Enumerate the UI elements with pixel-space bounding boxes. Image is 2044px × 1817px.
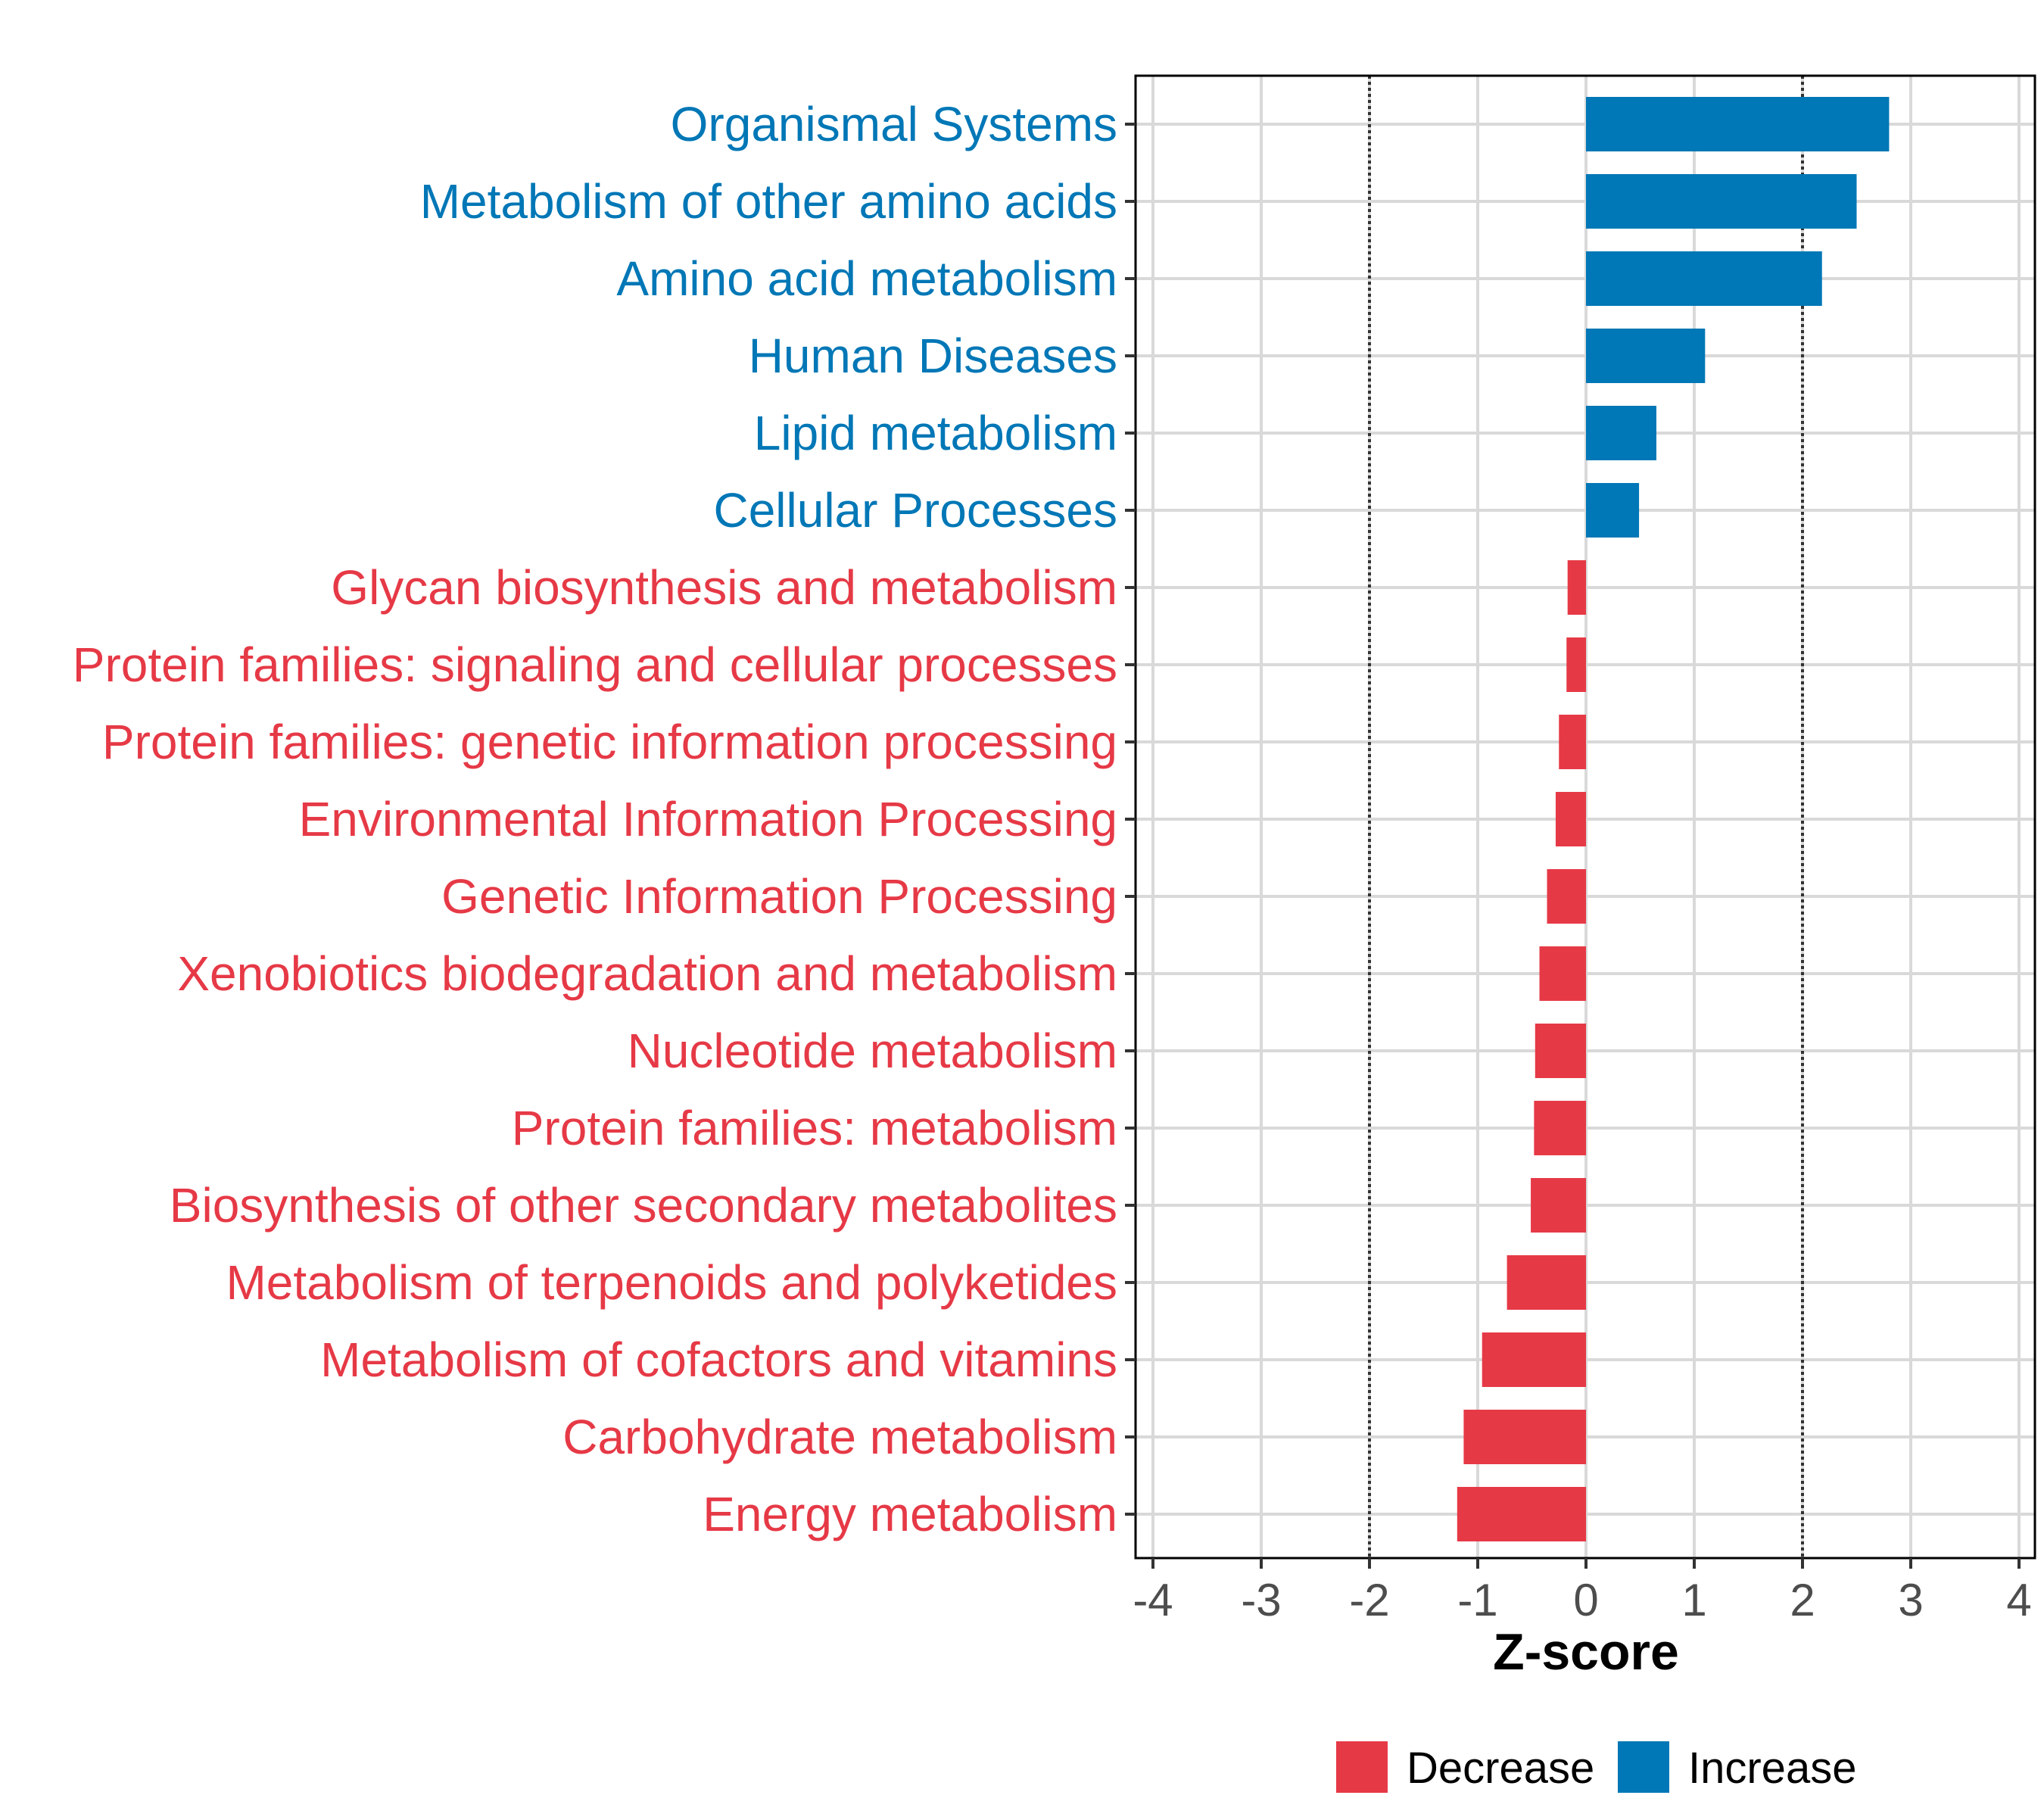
category-label: Glycan biosynthesis and metabolism (331, 560, 1117, 615)
x-axis-title: Z-score (1493, 1623, 1679, 1681)
x-tick-label: -4 (1133, 1575, 1173, 1625)
bar (1482, 1332, 1586, 1387)
category-label: Protein families: genetic information pr… (102, 715, 1117, 769)
category-label: Genetic Information Processing (441, 869, 1117, 924)
category-label: Carbohydrate metabolism (562, 1410, 1117, 1464)
x-tick-label: 3 (1898, 1575, 1923, 1625)
category-label: Lipid metabolism (754, 406, 1117, 460)
bar (1586, 406, 1656, 460)
x-tick-label: 0 (1573, 1575, 1598, 1625)
bar (1586, 174, 1857, 229)
bar (1547, 869, 1586, 924)
category-label: Cellular Processes (713, 483, 1117, 538)
x-tick-label: -1 (1457, 1575, 1497, 1625)
category-label: Biosynthesis of other secondary metaboli… (170, 1178, 1117, 1233)
bar (1507, 1255, 1586, 1310)
bar (1559, 715, 1586, 769)
category-label: Metabolism of terpenoids and polyketides (226, 1255, 1117, 1310)
category-label: Organismal Systems (671, 97, 1117, 151)
bar (1539, 946, 1586, 1001)
y-axis-ticks (1125, 123, 1136, 1516)
bar (1586, 97, 1890, 151)
bar (1567, 560, 1586, 615)
x-tick-label: -2 (1349, 1575, 1389, 1625)
category-label: Environmental Information Processing (299, 792, 1117, 846)
category-label: Metabolism of other amino acids (420, 174, 1117, 229)
legend-label: Decrease (1407, 1744, 1594, 1793)
legend-key (1336, 1741, 1388, 1793)
bars (1457, 97, 1890, 1541)
category-label: Metabolism of cofactors and vitamins (320, 1332, 1117, 1387)
x-tick-label: 4 (2006, 1575, 2031, 1625)
bar (1586, 483, 1640, 538)
category-label: Nucleotide metabolism (628, 1024, 1117, 1078)
legend: Decrease Increase (1336, 1741, 1856, 1793)
category-label: Energy metabolism (703, 1487, 1117, 1541)
category-label: Protein families: metabolism (512, 1101, 1117, 1155)
legend-key (1618, 1741, 1669, 1793)
bar (1566, 637, 1586, 692)
bar (1463, 1410, 1586, 1464)
x-axis-labels: -4 -3 -2 -1 0 1 2 3 4 (1133, 1575, 2031, 1625)
x-axis-ticks (1151, 1558, 2021, 1569)
category-label: Human Diseases (749, 329, 1117, 383)
x-tick-label: 1 (1681, 1575, 1706, 1625)
bar (1457, 1487, 1586, 1541)
x-tick-label: 2 (1790, 1575, 1815, 1625)
category-label: Xenobiotics biodegradation and metabolis… (177, 946, 1117, 1001)
bar (1534, 1101, 1586, 1155)
bar (1555, 792, 1586, 846)
bar (1535, 1024, 1586, 1078)
x-tick-label: -3 (1241, 1575, 1281, 1625)
bar (1531, 1178, 1586, 1233)
bar (1586, 251, 1822, 306)
category-label: Protein families: signaling and cellular… (73, 637, 1117, 692)
category-label: Amino acid metabolism (616, 251, 1117, 306)
legend-label: Increase (1688, 1744, 1856, 1793)
threshold-lines (1368, 76, 1804, 1558)
bar (1586, 329, 1706, 383)
y-axis-labels: Organismal Systems Metabolism of other am… (73, 97, 1117, 1541)
